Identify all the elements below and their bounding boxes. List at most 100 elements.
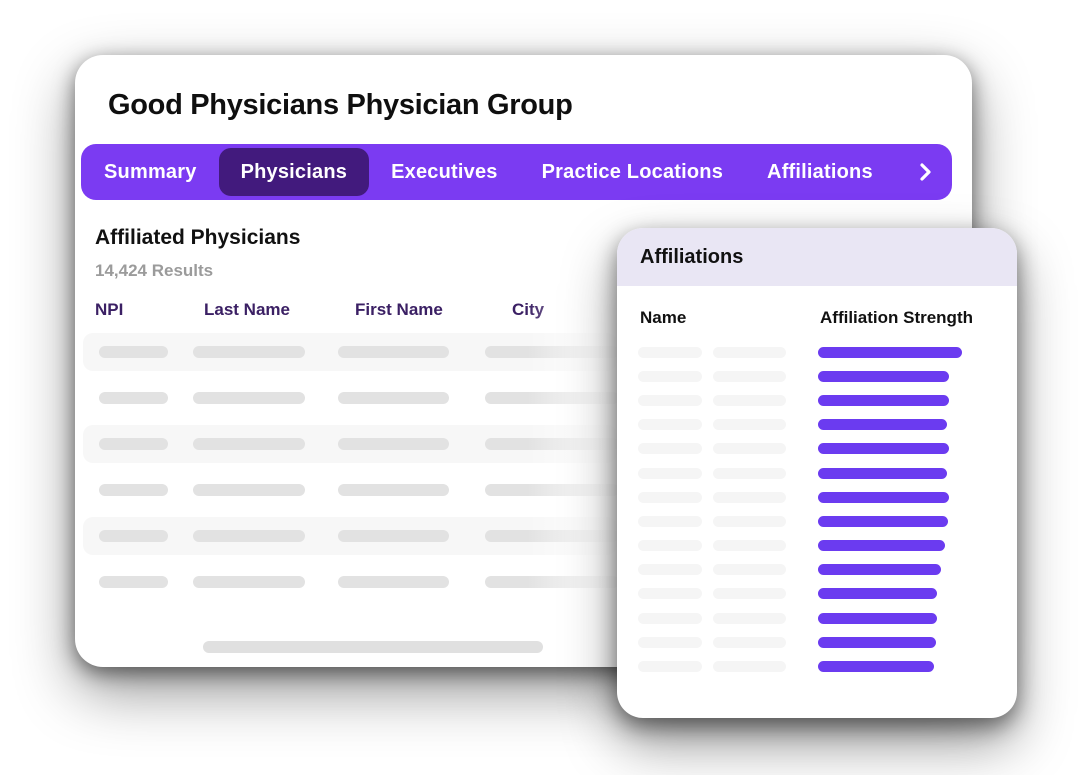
affiliation-row <box>617 388 1017 412</box>
skeleton-pill <box>99 576 168 588</box>
skeleton-pill <box>713 346 786 358</box>
skeleton-pill <box>99 484 168 496</box>
skeleton-pill <box>485 392 619 404</box>
column-header-last-name: Last Name <box>204 300 290 319</box>
affiliation-strength-bar <box>818 661 934 673</box>
tab-executives[interactable]: Executives <box>391 161 498 183</box>
affiliation-row <box>617 534 1017 558</box>
skeleton-pill <box>713 370 786 382</box>
affiliations-table-body <box>617 340 1017 679</box>
column-header-first-name: First Name <box>355 300 443 319</box>
affiliation-strength-bar <box>818 370 949 382</box>
affiliations-table-header: Name Affiliation Strength <box>617 308 1017 330</box>
physicians-table-body <box>75 329 619 605</box>
affiliations-panel-header: Affiliations <box>617 228 1017 286</box>
physicians-table-header: NPI Last Name First Name City <box>75 300 635 322</box>
skeleton-pill <box>638 540 702 552</box>
affiliation-row <box>617 558 1017 582</box>
affiliation-row <box>617 630 1017 654</box>
skeleton-pill <box>338 392 449 404</box>
skeleton-pill <box>638 467 702 479</box>
skeleton-pill <box>638 419 702 431</box>
skeleton-pill <box>193 392 305 404</box>
skeleton-pill <box>638 588 702 600</box>
skeleton-pill <box>99 438 168 450</box>
affiliation-strength-bar <box>818 564 941 576</box>
column-header-name: Name <box>640 308 687 327</box>
skeleton-pill <box>638 612 702 624</box>
affiliations-panel: Affiliations Name Affiliation Strength <box>617 228 1017 718</box>
skeleton-pill <box>713 443 786 455</box>
skeleton-pill <box>193 530 305 542</box>
affiliation-strength-bar <box>818 612 937 624</box>
affiliation-row <box>617 654 1017 678</box>
skeleton-pill <box>638 370 702 382</box>
table-row-skeleton <box>75 513 619 559</box>
tab-summary[interactable]: Summary <box>104 161 197 183</box>
skeleton-pill <box>638 491 702 503</box>
skeleton-pill <box>485 530 619 542</box>
affiliation-row <box>617 413 1017 437</box>
skeleton-pill <box>193 576 305 588</box>
tab-affiliations[interactable]: Affiliations <box>767 161 873 183</box>
affiliation-strength-bar <box>818 636 936 648</box>
affiliation-strength-bar <box>818 443 949 455</box>
table-row-skeleton <box>75 329 619 375</box>
skeleton-pill <box>713 564 786 576</box>
table-row-skeleton <box>75 559 619 605</box>
table-row-skeleton <box>75 375 619 421</box>
skeleton-pill <box>193 438 305 450</box>
tab-practice-locations[interactable]: Practice Locations <box>541 161 724 183</box>
skeleton-pill <box>638 443 702 455</box>
affiliation-strength-bar <box>818 394 949 406</box>
section-heading: Affiliated Physicians <box>95 226 301 249</box>
skeleton-pill <box>99 392 168 404</box>
column-header-npi: NPI <box>95 300 124 319</box>
horizontal-scrollbar[interactable] <box>203 641 543 653</box>
affiliation-row <box>617 606 1017 630</box>
skeleton-pill <box>338 576 449 588</box>
table-row-skeleton <box>75 467 619 513</box>
skeleton-pill <box>485 346 619 358</box>
skeleton-pill <box>638 564 702 576</box>
affiliations-panel-title: Affiliations <box>640 245 744 268</box>
skeleton-pill <box>99 346 168 358</box>
skeleton-pill <box>713 540 786 552</box>
affiliation-strength-bar <box>818 419 947 431</box>
table-row-skeleton <box>75 421 619 467</box>
skeleton-pill <box>713 661 786 673</box>
skeleton-pill <box>713 394 786 406</box>
skeleton-pill <box>193 484 305 496</box>
skeleton-pill <box>713 515 786 527</box>
skeleton-pill <box>485 576 619 588</box>
affiliation-row <box>617 437 1017 461</box>
skeleton-pill <box>713 588 786 600</box>
column-header-affiliation-strength: Affiliation Strength <box>820 308 973 327</box>
skeleton-pill <box>713 612 786 624</box>
skeleton-pill <box>638 636 702 648</box>
skeleton-pill <box>338 346 449 358</box>
skeleton-pill <box>638 394 702 406</box>
skeleton-pill <box>338 530 449 542</box>
affiliation-strength-bar <box>818 467 947 479</box>
affiliation-strength-bar <box>818 491 949 503</box>
chevron-right-icon[interactable] <box>912 159 938 185</box>
skeleton-pill <box>713 636 786 648</box>
skeleton-pill <box>713 419 786 431</box>
skeleton-pill <box>485 438 619 450</box>
affiliation-row <box>617 509 1017 533</box>
affiliation-strength-bar <box>818 515 948 527</box>
affiliation-row <box>617 485 1017 509</box>
skeleton-pill <box>638 346 702 358</box>
skeleton-pill <box>485 484 619 496</box>
tab-physicians[interactable]: Physicians <box>218 148 370 196</box>
results-count: 14,424 Results <box>95 261 214 280</box>
skeleton-pill <box>338 438 449 450</box>
column-header-city: City <box>512 300 545 319</box>
affiliation-row <box>617 582 1017 606</box>
skeleton-pill <box>638 661 702 673</box>
skeleton-pill <box>713 467 786 479</box>
skeleton-pill <box>99 530 168 542</box>
page-title: Good Physicians Physician Group <box>108 89 573 121</box>
